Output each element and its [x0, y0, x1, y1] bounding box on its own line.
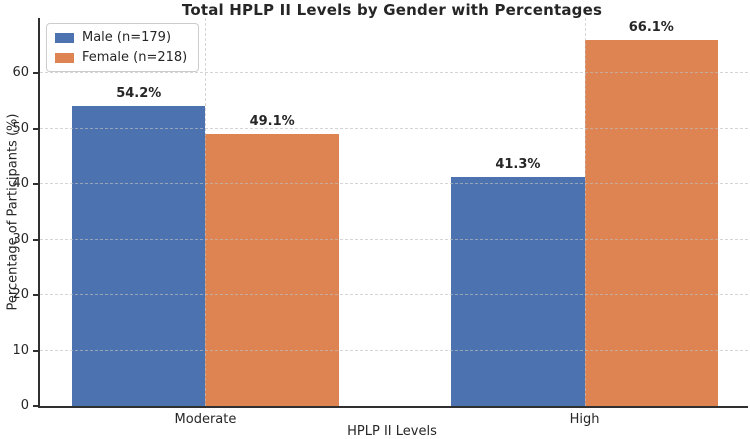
- bar-female-high: [584, 39, 718, 406]
- legend-swatch-male: [55, 32, 74, 43]
- y-tick-60: [33, 72, 38, 75]
- x-axis-label: HPLP II Levels: [347, 424, 437, 439]
- y-tick-label-0: 0: [20, 398, 29, 413]
- bar-male-moderate: [72, 105, 206, 406]
- y-axis-label: Percentage of Participants (%): [5, 113, 21, 311]
- chart-title: Total HPLP II Levels by Gender with Perc…: [181, 1, 603, 19]
- y-tick-10: [33, 349, 38, 352]
- y-tick-label-30: 30: [12, 231, 29, 247]
- legend-label-male: Male (n=179): [82, 30, 172, 45]
- value-label-female-moderate: 49.1%: [249, 113, 295, 129]
- legend-label-female: Female (n=218): [82, 50, 188, 65]
- legend: Male (n=179) Female (n=218): [46, 23, 200, 72]
- y-tick-0: [33, 405, 38, 407]
- y-tick-40: [33, 183, 38, 186]
- legend-item-female: Female (n=218): [55, 50, 187, 65]
- legend-item-male: Male (n=179): [55, 30, 187, 45]
- y-tick-30: [33, 238, 38, 241]
- y-tick-label-10: 10: [12, 342, 29, 358]
- x-tick-label-moderate: Moderate: [174, 412, 237, 427]
- x-tick-label-high: High: [569, 412, 600, 427]
- y-tick-label-20: 20: [12, 287, 29, 303]
- legend-swatch-female: [55, 52, 74, 63]
- bar-female-moderate: [205, 133, 339, 406]
- y-tick-label-40: 40: [12, 176, 29, 192]
- y-tick-label-50: 50: [12, 120, 29, 136]
- bar-male-high: [451, 177, 585, 406]
- value-label-male-moderate: 54.2%: [116, 85, 162, 101]
- y-tick-label-60: 60: [12, 65, 29, 81]
- value-label-female-high: 66.1%: [628, 19, 674, 35]
- y-tick-50: [33, 127, 38, 130]
- value-label-male-high: 41.3%: [495, 157, 541, 173]
- y-tick-20: [33, 294, 38, 297]
- plot-area: Male (n=179) Female (n=218) 0 10 20 30 40 50 60…: [12, 18, 748, 427]
